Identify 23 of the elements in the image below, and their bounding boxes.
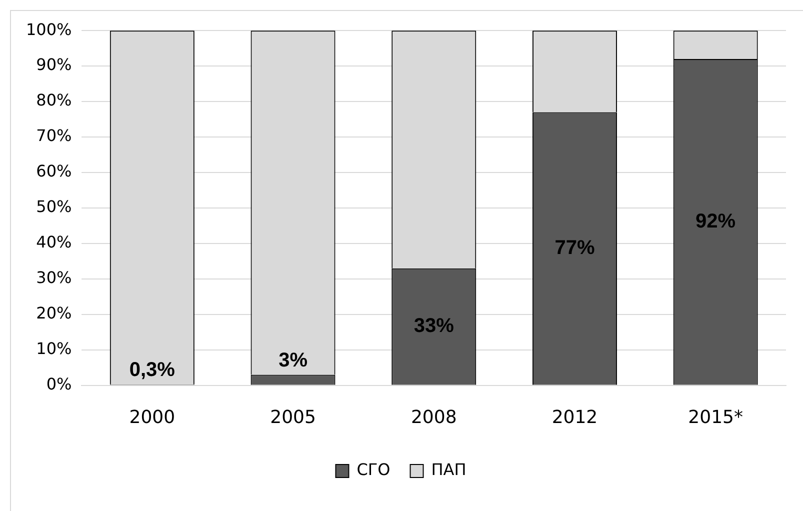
data-label: 77% [554, 237, 595, 260]
x-tick-label: 2000 [129, 406, 176, 428]
data-label: 0,3% [129, 358, 176, 381]
legend-label: СГО [356, 460, 390, 480]
x-tick-label: 2015* [688, 406, 743, 428]
legend-label: ПАП [431, 460, 466, 480]
y-tick-label: 100% [26, 20, 72, 39]
y-tick-label: 60% [36, 162, 72, 181]
x-tick-label: 2012 [552, 406, 598, 428]
y-tick-label: 20% [36, 304, 72, 323]
data-label: 92% [696, 210, 736, 232]
y-tick-label: 90% [36, 55, 72, 74]
data-label: 3% [278, 349, 308, 372]
y-tick-label: 70% [36, 126, 72, 146]
x-tick-label: 2005 [270, 406, 316, 428]
data-label: 33% [414, 315, 454, 338]
y-tick-label: 0% [46, 374, 72, 394]
y-tick-label: 80% [36, 90, 72, 110]
y-tick-label: 50% [36, 197, 72, 216]
y-tick-label: 40% [36, 232, 72, 252]
y-tick-label: 30% [36, 268, 72, 288]
x-tick-label: 2008 [410, 406, 457, 428]
y-tick-label: 10% [36, 339, 72, 358]
